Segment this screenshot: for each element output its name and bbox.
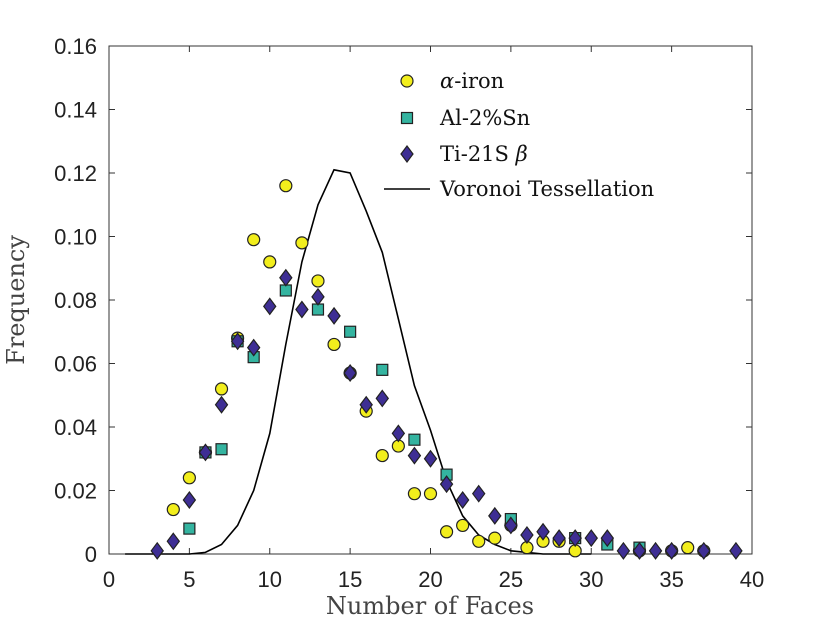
data-point-ti-21s xyxy=(504,516,518,535)
data-point-ti-21s xyxy=(391,424,406,443)
data-point-iron xyxy=(182,471,196,485)
data-point-iron xyxy=(247,233,261,247)
data-point-iron xyxy=(327,337,341,352)
data-point-ti-21s xyxy=(343,364,357,383)
data-point-al-2-sn xyxy=(376,363,389,376)
legend-label-ti-21s-text: Ti-21S xyxy=(440,142,516,166)
data-point-al-2-sn xyxy=(215,443,228,456)
y-tick-label: 0.06 xyxy=(54,352,97,377)
data-point-al-2-sn xyxy=(408,433,421,446)
y-tick-label: 0 xyxy=(85,542,97,567)
data-point-iron xyxy=(407,487,422,501)
data-point-ti-21s xyxy=(423,449,438,468)
series-line-voronoi-tessellation xyxy=(125,168,592,555)
x-tick-label: 5 xyxy=(183,567,195,592)
data-point-iron xyxy=(279,179,293,193)
x-tick-label: 40 xyxy=(740,567,764,592)
data-point-ti-21s xyxy=(616,541,631,560)
data-point-ti-21s xyxy=(697,541,711,560)
data-point-ti-21s xyxy=(166,532,181,551)
x-tick-label: 10 xyxy=(258,567,282,592)
legend-label-alpha-iron-symbol: α xyxy=(440,69,454,93)
y-tick-label: 0.10 xyxy=(54,225,97,250)
data-point-ti-21s xyxy=(471,484,486,503)
legend-label-voronoi: Voronoi Tessellation xyxy=(439,177,654,201)
y-tick-label: 0.16 xyxy=(54,34,97,59)
data-point-ti-21s xyxy=(198,443,213,462)
legend-label-ti-21s: Ti-21S β xyxy=(440,142,528,166)
data-point-iron xyxy=(263,255,277,269)
y-axis-title: Frequency xyxy=(2,235,30,365)
legend-label-alpha-iron-text: -iron xyxy=(454,69,504,93)
voronoi-line-layer xyxy=(125,168,592,555)
data-point-ti-21s xyxy=(455,491,470,510)
data-point-ti-21s xyxy=(311,287,325,306)
x-tick-label: 20 xyxy=(418,567,442,592)
data-point-ti-21s xyxy=(375,389,390,408)
x-axis-title: Number of Faces xyxy=(326,592,534,620)
legend: α-iron Al-2%Sn Ti-21S β Voronoi Tessella… xyxy=(384,69,654,201)
data-point-iron xyxy=(166,502,180,517)
legend-marker-ti-21s xyxy=(400,145,414,163)
data-point-iron xyxy=(439,525,454,539)
y-tick-label: 0.02 xyxy=(54,479,97,504)
data-point-iron xyxy=(488,531,502,545)
data-point-ti-21s xyxy=(295,300,309,319)
y-tick-label: 0.04 xyxy=(54,415,97,440)
data-point-ti-21s xyxy=(600,529,615,548)
data-point-ti-21s xyxy=(246,338,261,357)
data-point-ti-21s xyxy=(263,297,277,316)
data-point-ti-21s xyxy=(407,446,422,465)
data-point-ti-21s xyxy=(150,541,164,560)
data-point-ti-21s xyxy=(182,491,197,510)
data-point-ti-21s xyxy=(230,332,245,351)
data-point-iron xyxy=(456,518,470,533)
data-point-al-2-sn xyxy=(344,325,357,338)
data-point-ti-21s xyxy=(584,529,598,548)
data-point-ti-21s xyxy=(536,522,550,541)
legend-label-al-sn: Al-2%Sn xyxy=(439,106,530,130)
data-point-ti-21s xyxy=(359,395,373,414)
data-point-iron xyxy=(423,487,438,501)
plot-area xyxy=(108,45,753,555)
data-point-al-2-sn xyxy=(183,522,196,535)
data-point-ti-21s xyxy=(279,268,293,287)
data-point-iron xyxy=(295,236,309,250)
data-point-ti-21s xyxy=(729,541,743,560)
data-point-iron xyxy=(311,274,325,288)
data-point-iron xyxy=(375,448,389,463)
y-tick-label: 0.08 xyxy=(54,288,97,313)
data-point-ti-21s xyxy=(568,529,582,548)
data-point-ti-21s xyxy=(552,529,566,548)
x-tick-label: 35 xyxy=(659,567,683,592)
data-point-iron xyxy=(681,541,695,555)
y-tick-label: 0.14 xyxy=(54,98,97,123)
data-point-iron xyxy=(472,534,486,548)
legend-label-alpha-iron: α-iron xyxy=(440,69,504,93)
data-point-iron xyxy=(214,382,229,396)
x-tick-label: 25 xyxy=(499,567,523,592)
x-tick-label: 30 xyxy=(579,567,603,592)
data-point-ti-21s xyxy=(520,525,534,544)
legend-label-ti-21s-beta: β xyxy=(515,142,528,166)
x-tick-label: 0 xyxy=(103,567,115,592)
data-point-ti-21s xyxy=(214,395,229,414)
data-point-ti-21s xyxy=(664,541,679,560)
data-point-ti-21s xyxy=(488,506,502,525)
y-tick-label: 0.12 xyxy=(54,161,97,186)
legend-marker-alpha-iron xyxy=(400,74,414,88)
data-point-ti-21s xyxy=(327,306,341,325)
marker-layer xyxy=(150,179,743,560)
data-point-ti-21s xyxy=(439,475,454,494)
data-point-ti-21s xyxy=(648,541,663,560)
legend-marker-al-sn xyxy=(400,111,414,125)
data-point-ti-21s xyxy=(632,541,647,560)
x-tick-label: 15 xyxy=(338,567,362,592)
y-axis: 0 0.02 0.04 0.06 0.08 0.10 0.12 0.14 0.16 xyxy=(54,34,752,567)
